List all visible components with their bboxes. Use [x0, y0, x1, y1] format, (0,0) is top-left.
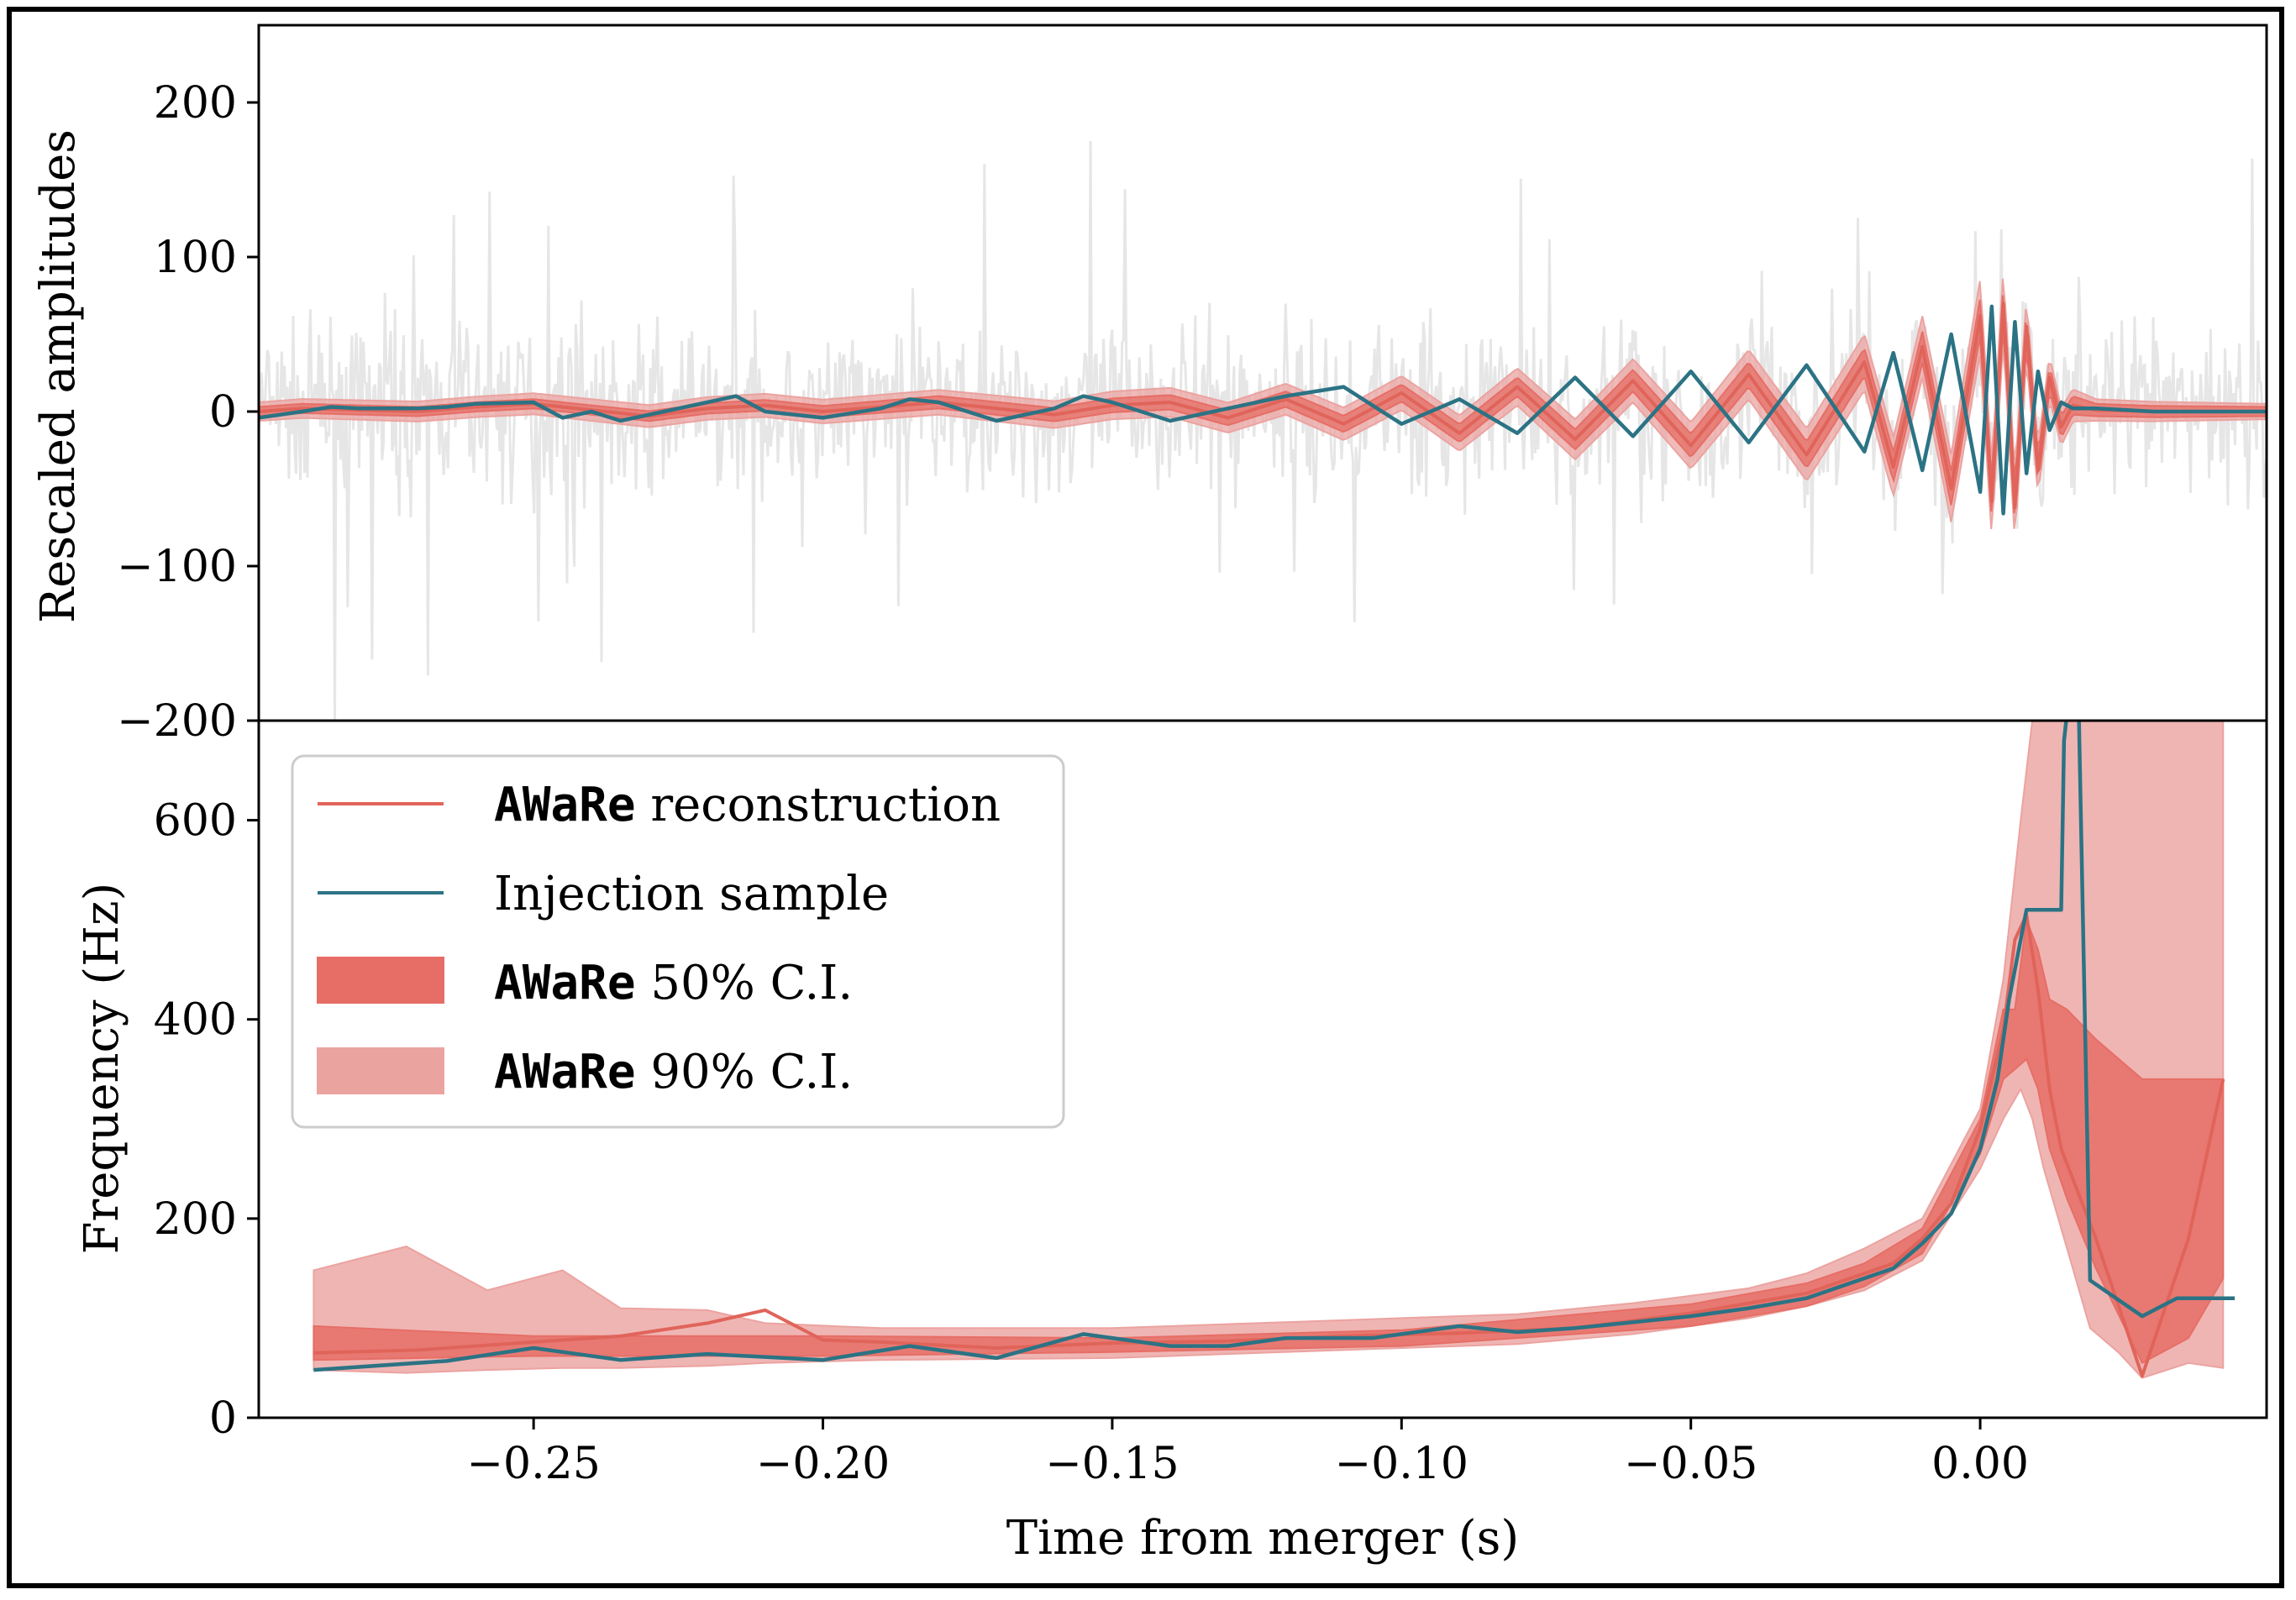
top-line-reconstruction — [259, 302, 2267, 510]
legend-label-reconstruction: AWaRe reconstruction — [494, 778, 1001, 832]
bottom-ytick-label: 600 — [154, 796, 237, 847]
top-ytick-label: −200 — [117, 696, 237, 747]
bottom-band-ci50 — [313, 919, 2225, 1365]
legend-label-ci50: AWaRe 50% C.I. — [494, 956, 853, 1010]
xtick-label: −0.10 — [1335, 1439, 1468, 1489]
top-ytick-label: 200 — [154, 78, 237, 129]
legend-swatch-ci90 — [317, 1047, 444, 1094]
x-axis-label: Time from merger (s) — [1006, 1511, 1519, 1566]
bottom-axes-frame — [257, 719, 2268, 1419]
xtick-label: −0.05 — [1624, 1439, 1757, 1489]
legend: AWaRe reconstruction Injection sample AW… — [291, 754, 1065, 1129]
xtick-label: −0.25 — [466, 1439, 600, 1489]
bottom-band-ci90 — [313, 721, 2225, 1379]
top-line-injection — [259, 304, 2267, 516]
xtick-label: −0.20 — [756, 1439, 890, 1489]
bottom-y-axis-label: Frequency (Hz) — [75, 883, 129, 1255]
top-y-axis-label: Rescaled amplitudes — [31, 129, 86, 623]
top-ytick-label: −100 — [117, 542, 237, 592]
xtick-label: 0.00 — [1931, 1439, 2029, 1489]
figure-frame — [7, 7, 2284, 1588]
amplitude-panel: 200 100 0 −100 −200 Rescaled amplitudes — [31, 78, 2267, 747]
bottom-line-reconstruction — [313, 913, 2225, 1378]
legend-swatch-ci50 — [317, 957, 444, 1004]
top-ytick-label: 100 — [154, 233, 237, 283]
legend-label-injection: Injection sample — [494, 867, 889, 921]
frequency-panel: 0 200 400 600 −0.25 −0.20 −0.15 −0.10 −0.05 0.00… — [75, 721, 2236, 1566]
legend-box — [291, 754, 1065, 1129]
bottom-ytick-label: 400 — [154, 995, 237, 1046]
top-ytick-label: 0 — [209, 387, 237, 438]
top-band-ci50 — [259, 295, 2267, 514]
bottom-line-injection — [313, 721, 2236, 1372]
legend-label-ci90: AWaRe 90% C.I. — [494, 1045, 853, 1099]
bottom-ytick-label: 0 — [209, 1393, 237, 1444]
bottom-ytick-label: 200 — [154, 1194, 237, 1245]
xtick-label: −0.15 — [1045, 1439, 1179, 1489]
